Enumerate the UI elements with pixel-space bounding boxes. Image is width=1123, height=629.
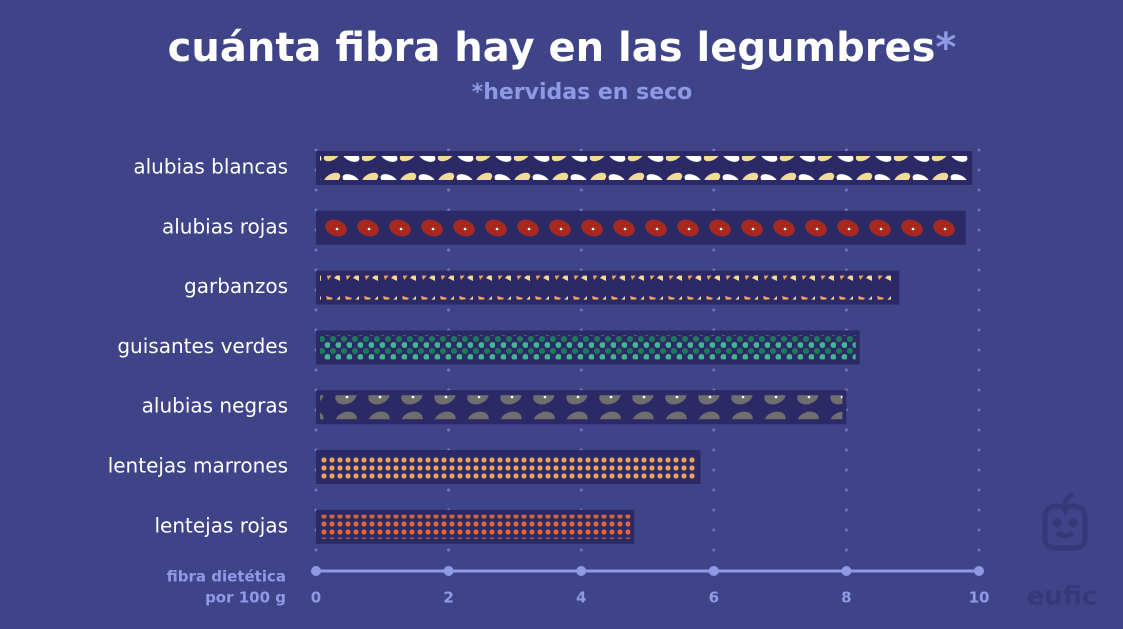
logo-text: eufic [1027,582,1098,612]
x-tick-label: 6 [709,589,719,607]
y-tick-label: lentejas marrones [108,454,288,478]
bar-pattern [320,156,969,180]
subtitle: *hervidas en seco [472,80,693,105]
chart-title: cuánta fibra hay en las legumbres* [168,25,957,71]
bar-pattern [320,275,896,300]
logo [1042,491,1088,551]
x-axis-label: fibra dietética [167,568,286,586]
bar-pattern [320,395,843,420]
x-tick-label: 8 [841,589,851,607]
y-tick-label: guisantes verdes [117,334,288,358]
y-tick-label: lentejas rojas [154,513,288,537]
bar-pattern [320,335,856,360]
title-text: cuánta fibra hay en las legumbres [168,25,936,71]
tick-mark [576,566,587,576]
y-tick-label: alubias negras [142,394,288,418]
tick-mark [708,566,719,576]
x-tick-label: 4 [576,589,586,607]
tick-mark [974,566,984,576]
tick-mark [311,566,321,576]
title-mark: * [935,25,956,71]
x-axis-label: por 100 g [205,589,286,607]
x-tick-label: 0 [311,589,321,607]
y-tick-label: alubias blancas [133,155,288,179]
tick-mark [841,566,852,576]
bar-pattern [320,514,631,539]
bar-pattern [320,215,962,240]
bar-pattern [320,455,697,479]
x-tick-label: 2 [443,589,453,607]
y-tick-label: garbanzos [184,274,288,298]
x-tick-label: 10 [969,589,990,607]
y-tick-label: alubias rojas [162,214,288,238]
tick-mark [443,566,454,576]
